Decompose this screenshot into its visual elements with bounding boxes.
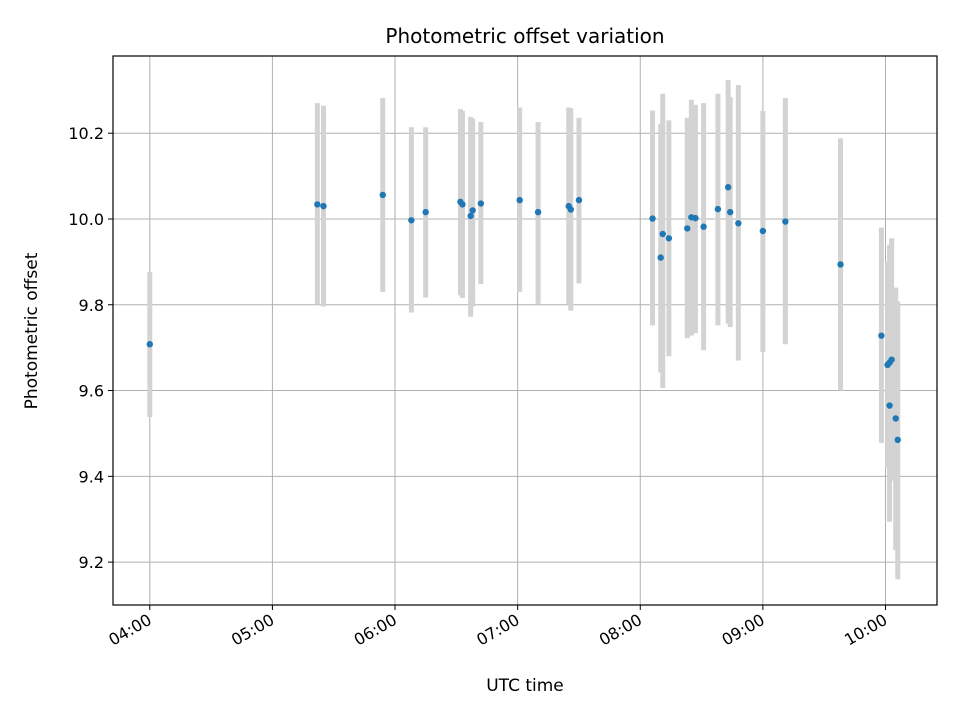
data-point <box>567 206 574 213</box>
data-point <box>516 196 523 204</box>
data-point <box>888 356 895 363</box>
data-point <box>657 254 664 261</box>
data-points <box>146 184 901 444</box>
data-point <box>459 201 466 208</box>
y-tick-label: 9.4 <box>79 467 104 486</box>
data-point <box>659 230 666 238</box>
x-tick-label: 04:00 <box>105 610 154 650</box>
y-axis-label: Photometric offset <box>22 252 42 409</box>
y-tick-label: 9.8 <box>79 296 104 315</box>
data-point <box>467 212 474 220</box>
x-tick-label: 06:00 <box>351 610 400 650</box>
data-point <box>534 208 542 216</box>
grid <box>113 56 937 605</box>
data-point <box>724 184 732 191</box>
data-point <box>886 402 893 409</box>
y-tick-label: 10.0 <box>68 210 104 229</box>
data-point <box>649 215 656 222</box>
x-tick-label: 08:00 <box>596 610 645 650</box>
data-point <box>759 227 767 235</box>
data-point <box>726 208 734 216</box>
x-axis-label: UTC time <box>486 676 564 696</box>
y-tick-label: 9.2 <box>79 553 104 572</box>
errorbars <box>147 80 901 580</box>
data-point <box>314 201 321 208</box>
data-point <box>477 200 485 207</box>
data-point <box>408 217 415 224</box>
data-point <box>782 218 789 225</box>
data-point <box>700 223 707 230</box>
data-point <box>422 208 429 216</box>
y-tick-label: 10.2 <box>68 124 104 143</box>
data-point <box>469 207 476 214</box>
data-point <box>684 225 691 232</box>
chart-title: Photometric offset variation <box>385 24 664 48</box>
data-point <box>714 205 722 213</box>
x-tick-label: 07:00 <box>473 610 522 650</box>
data-point <box>692 214 699 222</box>
data-point <box>379 191 386 199</box>
data-point <box>878 332 885 339</box>
plot-frame <box>112 55 938 606</box>
data-point <box>320 202 327 210</box>
x-tick-label: 10:00 <box>841 610 890 650</box>
x-tick-label: 05:00 <box>228 610 277 650</box>
data-point <box>892 415 899 422</box>
data-point <box>837 261 844 268</box>
data-point <box>146 341 153 348</box>
data-point <box>665 235 673 242</box>
data-point <box>575 196 583 204</box>
data-point <box>735 220 742 227</box>
x-tick-label: 09:00 <box>718 610 767 650</box>
data-point <box>894 436 901 444</box>
y-tick-label: 9.6 <box>79 382 104 401</box>
